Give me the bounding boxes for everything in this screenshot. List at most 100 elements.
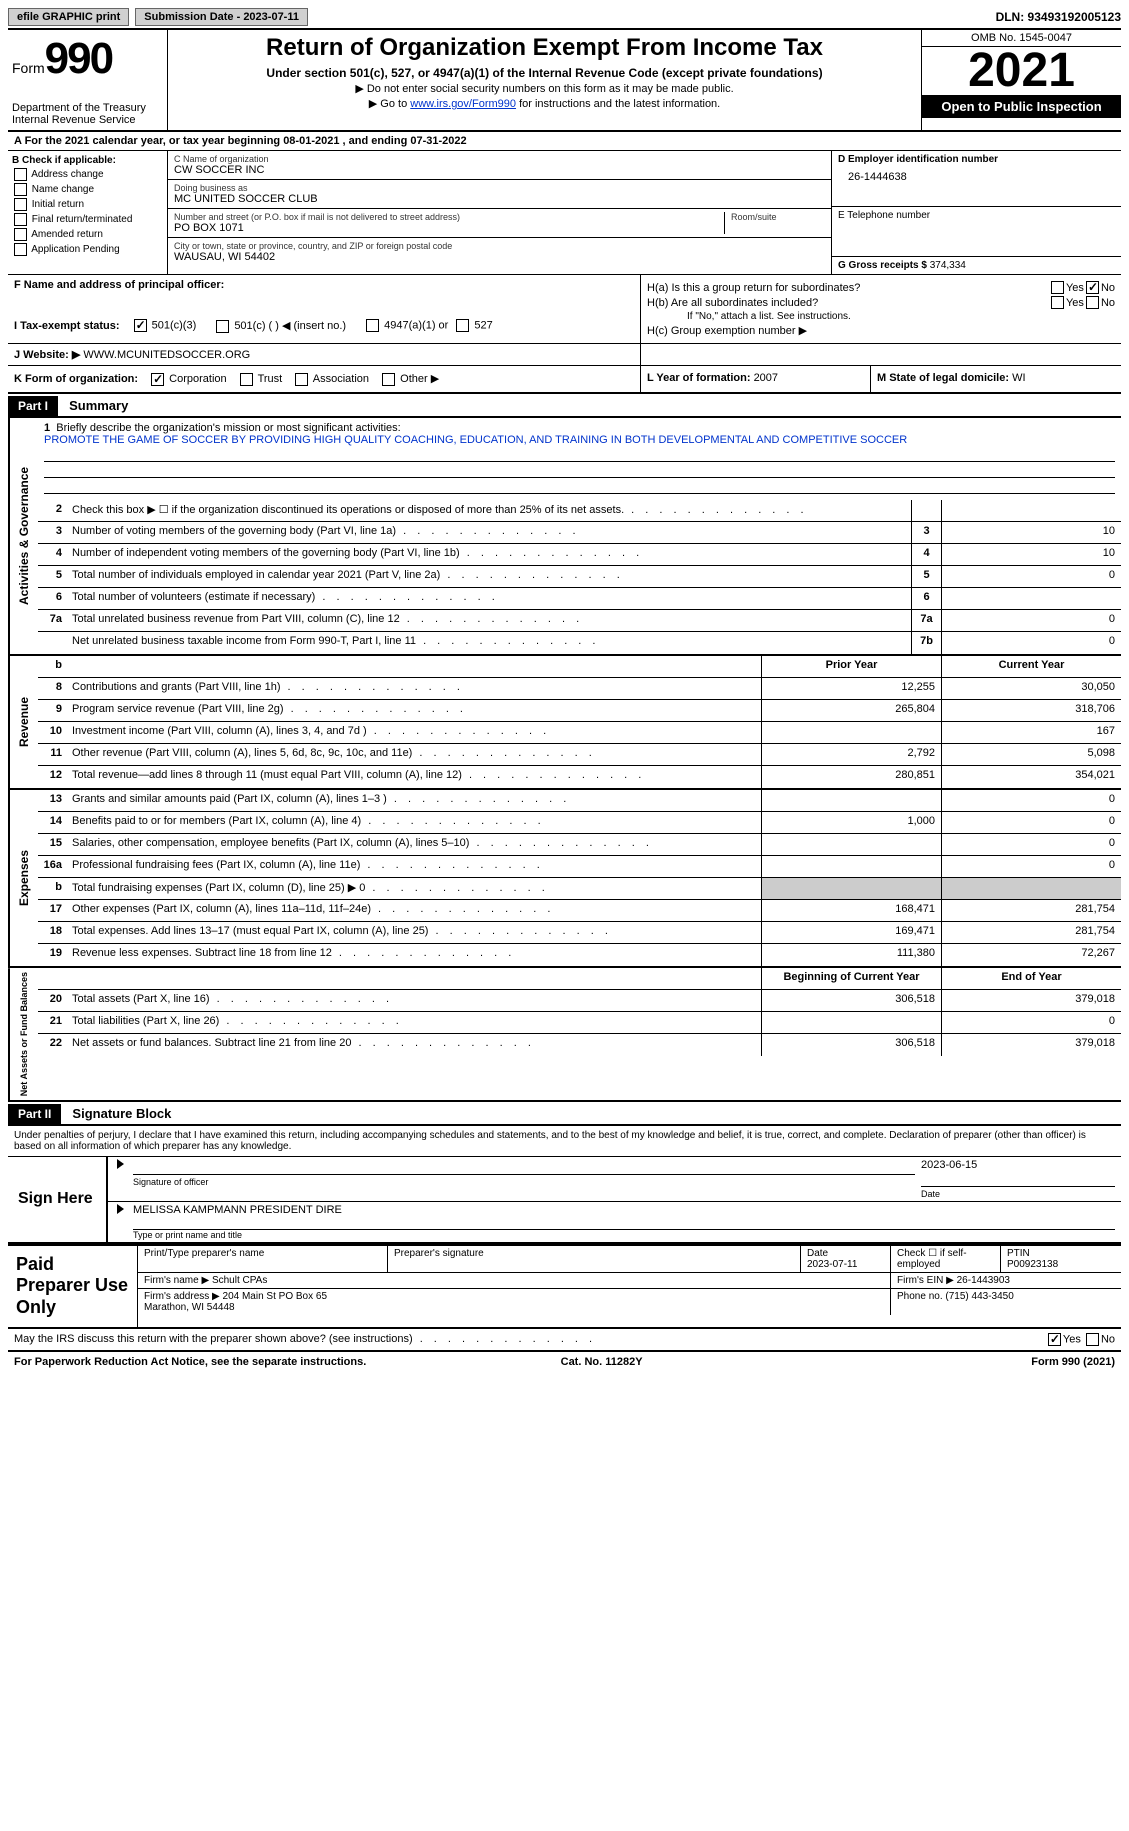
line-desc: Check this box ▶ ☐ if the organization d…	[68, 500, 911, 521]
curr-val: 0	[941, 1012, 1121, 1033]
table-row: 11Other revenue (Part VIII, column (A), …	[38, 744, 1121, 766]
prior-val: 265,804	[761, 700, 941, 721]
prior-val: 168,471	[761, 900, 941, 921]
website-label: J Website: ▶	[14, 349, 80, 361]
form-subsection: Under section 501(c), 527, or 4947(a)(1)…	[176, 66, 913, 80]
arrow-icon	[117, 1204, 124, 1214]
sig-date-label: Date	[921, 1189, 1115, 1199]
curr-val: 281,754	[941, 922, 1121, 943]
hb-label: H(b) Are all subordinates included?	[647, 297, 1049, 309]
chk-name-change[interactable]: Name change	[12, 183, 163, 196]
table-row: 19Revenue less expenses. Subtract line 1…	[38, 944, 1121, 966]
discuss-yes[interactable]	[1048, 1333, 1061, 1346]
line-desc: Total assets (Part X, line 16)	[68, 990, 761, 1011]
curr-val: 318,706	[941, 700, 1121, 721]
prep-date: 2023-07-11	[807, 1259, 857, 1270]
line-num: 5	[38, 566, 68, 587]
hb-no[interactable]	[1086, 296, 1099, 309]
line-desc: Net assets or fund balances. Subtract li…	[68, 1034, 761, 1056]
curr-val: 0	[941, 856, 1121, 877]
chk-initial-return[interactable]: Initial return	[12, 198, 163, 211]
hc-label: H(c) Group exemption number ▶	[647, 324, 807, 337]
line-box	[911, 500, 941, 521]
line-num: 12	[38, 766, 68, 788]
firm-name: Schult CPAs	[212, 1275, 267, 1286]
curr-val	[941, 878, 1121, 899]
firm-ein: 26-1443903	[957, 1275, 1010, 1286]
line-desc: Total revenue—add lines 8 through 11 (mu…	[68, 766, 761, 788]
chk-4947[interactable]	[366, 319, 379, 332]
line-desc: Number of voting members of the governin…	[68, 522, 911, 543]
line-num: 19	[38, 944, 68, 966]
line-desc: Total fundraising expenses (Part IX, col…	[68, 878, 761, 899]
table-row: 13Grants and similar amounts paid (Part …	[38, 790, 1121, 812]
table-row: 6Total number of volunteers (estimate if…	[38, 588, 1121, 610]
tax-status-label: I Tax-exempt status:	[14, 320, 120, 332]
curr-val: 354,021	[941, 766, 1121, 788]
cat-no: Cat. No. 11282Y	[561, 1356, 643, 1368]
chk-trust[interactable]	[240, 373, 253, 386]
chk-501c[interactable]	[216, 320, 229, 333]
line-box: 7a	[911, 610, 941, 631]
table-row: 2Check this box ▶ ☐ if the organization …	[38, 500, 1121, 522]
tel-label: E Telephone number	[838, 210, 1115, 221]
line-num: b	[38, 878, 68, 899]
prior-val	[761, 834, 941, 855]
line-num: 18	[38, 922, 68, 943]
chk-501c3[interactable]	[134, 319, 147, 332]
chk-final-return[interactable]: Final return/terminated	[12, 213, 163, 226]
officer-name-label: Type or print name and title	[133, 1230, 1115, 1240]
discuss-no[interactable]	[1086, 1333, 1099, 1346]
line-box: 3	[911, 522, 941, 543]
hb-yes[interactable]	[1051, 296, 1064, 309]
paperwork-notice: For Paperwork Reduction Act Notice, see …	[14, 1356, 366, 1368]
paid-preparer-label: Paid Preparer Use Only	[8, 1246, 138, 1327]
line-num: 20	[38, 990, 68, 1011]
chk-527[interactable]	[456, 319, 469, 332]
table-row: 12Total revenue—add lines 8 through 11 (…	[38, 766, 1121, 788]
chk-address-change[interactable]: Address change	[12, 168, 163, 181]
prior-val: 169,471	[761, 922, 941, 943]
mission-text: PROMOTE THE GAME OF SOCCER BY PROVIDING …	[44, 434, 1115, 446]
line-val: 10	[941, 544, 1121, 565]
chk-other[interactable]	[382, 373, 395, 386]
side-netassets: Net Assets or Fund Balances	[8, 968, 38, 1100]
firm-addr-label: Firm's address ▶	[144, 1291, 220, 1302]
irs-link[interactable]: www.irs.gov/Form990	[410, 98, 516, 110]
sign-here-label: Sign Here	[8, 1157, 108, 1242]
ha-yes[interactable]	[1051, 281, 1064, 294]
line-num: 11	[38, 744, 68, 765]
line-box: 5	[911, 566, 941, 587]
chk-corp[interactable]	[151, 373, 164, 386]
line-num: 2	[38, 500, 68, 521]
line-num: 16a	[38, 856, 68, 877]
chk-amended-return[interactable]: Amended return	[12, 228, 163, 241]
goto-pre: ▶ Go to	[369, 98, 410, 110]
city-label: City or town, state or province, country…	[174, 241, 825, 251]
hb-note: If "No," attach a list. See instructions…	[647, 311, 1115, 322]
prior-val	[761, 790, 941, 811]
top-toolbar: efile GRAPHIC print Submission Date - 20…	[8, 8, 1121, 30]
street-value: PO BOX 1071	[174, 222, 718, 234]
table-row: 18Total expenses. Add lines 13–17 (must …	[38, 922, 1121, 944]
line-desc: Professional fundraising fees (Part IX, …	[68, 856, 761, 877]
form-footer: Form 990 (2021)	[1031, 1356, 1115, 1368]
chk-assoc[interactable]	[295, 373, 308, 386]
efile-print-button[interactable]: efile GRAPHIC print	[8, 8, 129, 26]
line-desc: Grants and similar amounts paid (Part IX…	[68, 790, 761, 811]
prior-val	[761, 1012, 941, 1033]
state-domicile-label: M State of legal domicile:	[877, 372, 1012, 384]
ptin-label: PTIN	[1007, 1248, 1030, 1259]
hdr-b: b	[38, 656, 68, 677]
firm-name-label: Firm's name ▶	[144, 1275, 209, 1286]
curr-val: 379,018	[941, 1034, 1121, 1056]
prior-val: 1,000	[761, 812, 941, 833]
form-org-label: K Form of organization:	[14, 373, 138, 385]
curr-val: 281,754	[941, 900, 1121, 921]
line-num: 3	[38, 522, 68, 543]
chk-application-pending[interactable]: Application Pending	[12, 243, 163, 256]
line-num: 4	[38, 544, 68, 565]
curr-val: 0	[941, 790, 1121, 811]
ha-no[interactable]	[1086, 281, 1099, 294]
table-row: 5Total number of individuals employed in…	[38, 566, 1121, 588]
